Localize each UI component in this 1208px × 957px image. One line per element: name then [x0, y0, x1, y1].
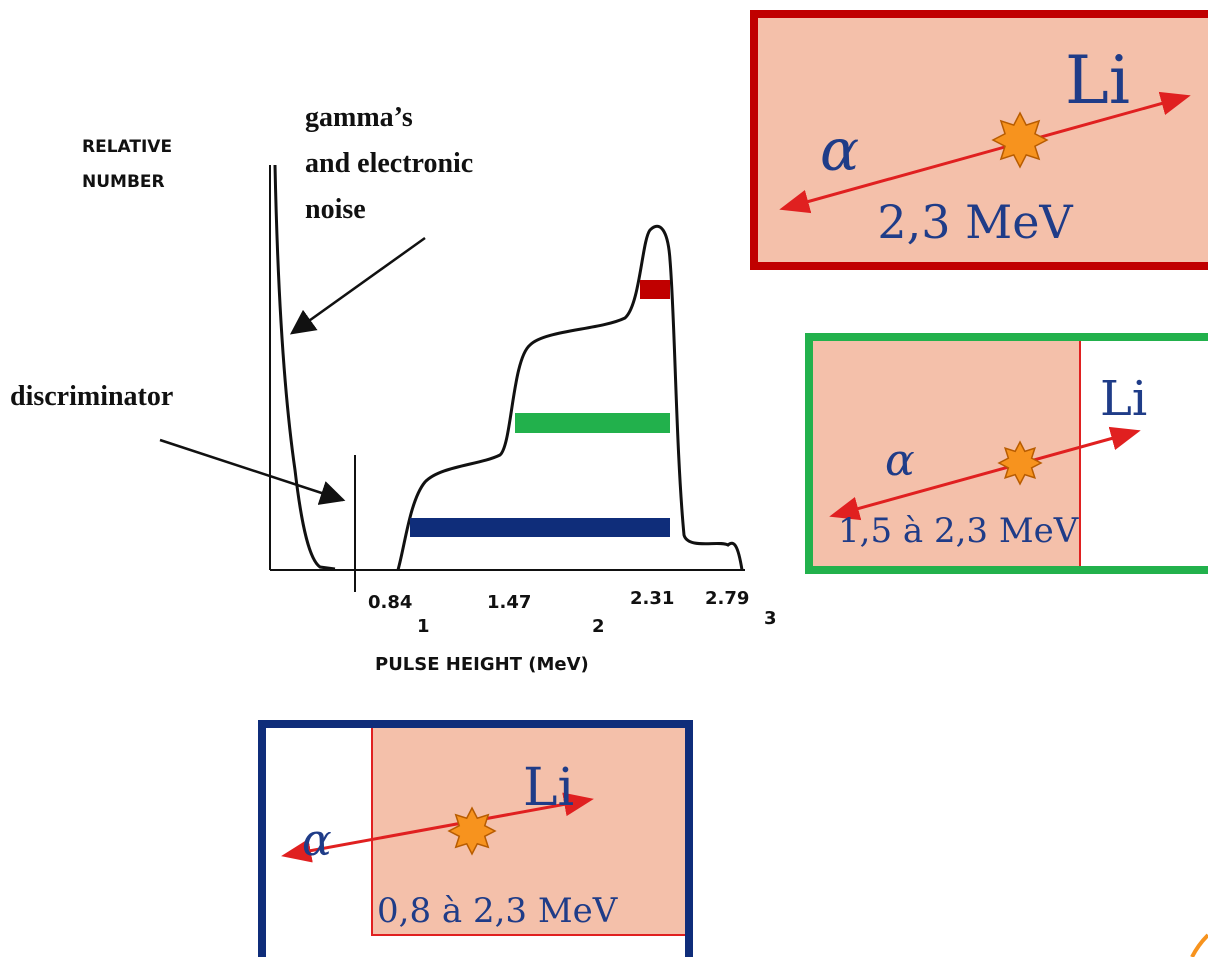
star	[999, 442, 1041, 484]
alpha: α	[820, 116, 859, 184]
box-full-energy: α Li 2,3 MeV	[750, 10, 1208, 270]
gamma-arrow	[289, 236, 426, 335]
x-label: PULSE HEIGHT (MeV)	[375, 654, 589, 675]
alpha: α	[302, 815, 332, 866]
axis-tick: 2	[592, 616, 605, 637]
alpha: α	[885, 435, 915, 486]
peak-label: 2.31	[630, 588, 674, 609]
green-band	[515, 413, 670, 433]
spectrum: RELATIVE NUMBER gamma’s and electronic n…	[10, 102, 777, 675]
li: Li	[523, 758, 574, 818]
peak-label: 2.79	[705, 588, 749, 609]
annotation: noise	[305, 194, 366, 225]
axis-tick: 1	[417, 616, 430, 637]
annotation: and electronic	[305, 148, 473, 179]
y-label: RELATIVE	[82, 137, 172, 157]
blue-band	[410, 518, 670, 537]
annotation: gamma’s	[305, 102, 413, 133]
annotation: discriminator	[10, 381, 173, 412]
energy: 0,8 à 2,3 MeV	[377, 891, 619, 931]
energy: 2,3 MeV	[877, 195, 1073, 249]
box-low-energy: α Li 0,8 à 2,3 MeV	[258, 720, 693, 957]
li: Li	[1100, 371, 1147, 427]
star	[449, 808, 495, 854]
box-partial-energy: α Li 1,5 à 2,3 MeV	[805, 333, 1208, 574]
track-arrow	[829, 426, 1141, 521]
spectrum-curve	[396, 224, 744, 571]
peak-label: 0.84	[368, 592, 412, 613]
track-arrow	[779, 91, 1191, 214]
discriminator-arrow	[159, 438, 346, 505]
noise-curve	[273, 164, 336, 571]
decoration	[1190, 933, 1208, 957]
peak-label: 1.47	[487, 592, 531, 613]
red-band	[640, 280, 670, 299]
li: Li	[1065, 42, 1130, 119]
y-label: NUMBER	[82, 172, 165, 192]
energy: 1,5 à 2,3 MeV	[838, 511, 1080, 551]
axis-tick: 3	[764, 608, 777, 629]
star	[993, 113, 1047, 167]
track-arrow	[281, 792, 594, 863]
